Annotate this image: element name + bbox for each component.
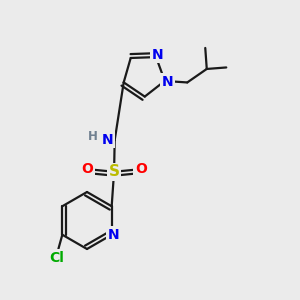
Text: Cl: Cl [50, 251, 64, 265]
Text: N: N [152, 48, 164, 62]
Text: N: N [101, 133, 113, 147]
Text: N: N [107, 228, 119, 242]
Text: S: S [109, 164, 120, 179]
Text: O: O [135, 162, 147, 176]
Text: N: N [161, 75, 173, 88]
Text: O: O [81, 162, 93, 176]
Text: H: H [88, 130, 98, 143]
